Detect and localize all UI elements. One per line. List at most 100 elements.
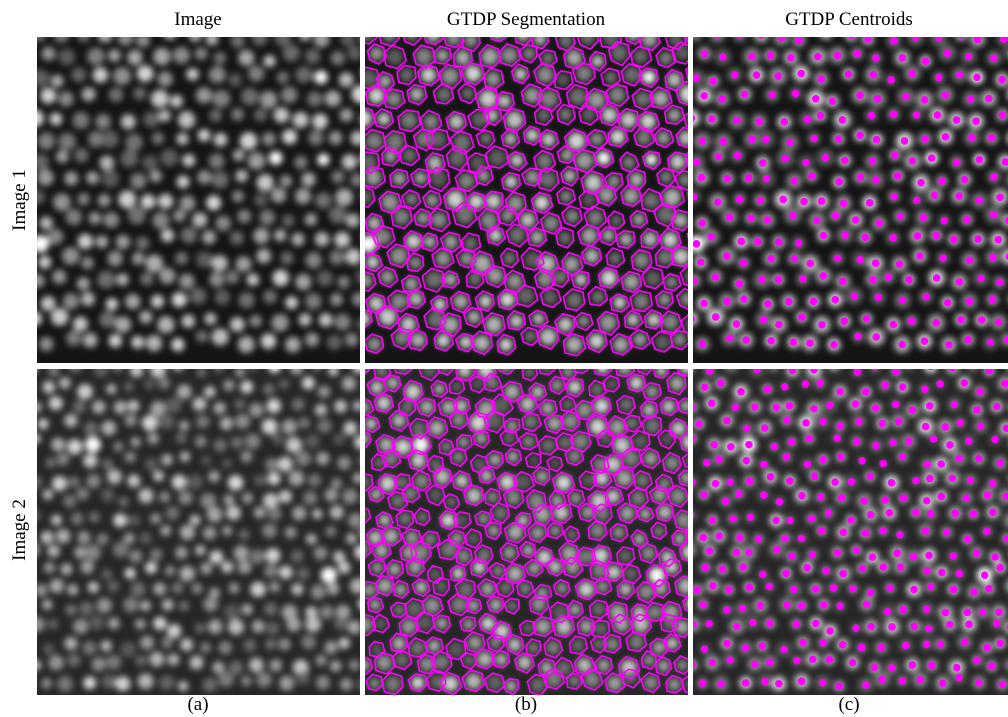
cell	[272, 433, 283, 444]
cell	[228, 619, 244, 635]
centroid	[753, 71, 761, 79]
centroid	[723, 417, 731, 425]
centroid	[783, 416, 791, 424]
cell	[405, 277, 418, 290]
cell	[299, 313, 312, 326]
centroid	[688, 403, 696, 411]
centroid	[957, 316, 965, 324]
cell	[54, 27, 69, 42]
centroid	[817, 75, 825, 83]
caption: (a)	[187, 694, 208, 715]
centroid	[939, 254, 947, 262]
cell	[93, 67, 109, 83]
centroid	[933, 274, 941, 282]
centroid	[852, 624, 860, 632]
cell	[600, 270, 616, 286]
cell	[517, 29, 530, 42]
cell	[321, 567, 337, 583]
centroid	[841, 231, 849, 239]
cell	[232, 190, 244, 202]
cell	[97, 271, 115, 289]
cell	[73, 619, 88, 634]
centroid	[970, 510, 978, 518]
centroid	[945, 341, 953, 349]
cell	[463, 655, 474, 666]
centroid	[891, 151, 899, 159]
cell	[179, 566, 194, 581]
cell	[620, 398, 633, 411]
centroid	[872, 404, 880, 412]
centroid	[961, 638, 969, 646]
cell	[130, 582, 145, 597]
cell	[710, 27, 725, 42]
cell	[618, 361, 632, 375]
cell	[222, 459, 232, 469]
centroid	[822, 29, 830, 37]
centroid	[760, 491, 768, 499]
cell	[180, 452, 190, 462]
cell	[411, 333, 426, 348]
cell	[267, 399, 282, 414]
centroid	[853, 50, 861, 58]
cell	[463, 619, 474, 630]
centroid	[837, 453, 845, 461]
centroid	[732, 403, 740, 411]
centroid	[836, 422, 844, 430]
centroid	[785, 298, 793, 306]
cell	[41, 531, 54, 544]
cell	[441, 514, 455, 528]
centroid	[706, 547, 714, 555]
centroid	[938, 177, 946, 185]
cell	[333, 434, 345, 446]
centroid	[783, 601, 791, 609]
cell	[540, 661, 552, 673]
cell	[528, 642, 539, 653]
centroid	[926, 475, 934, 483]
centroid	[831, 296, 839, 304]
cell	[507, 566, 522, 581]
centroid	[799, 639, 807, 647]
cell	[101, 421, 116, 436]
cell	[329, 131, 343, 145]
centroid	[768, 91, 776, 99]
centroid	[949, 552, 957, 560]
centroid	[726, 334, 734, 342]
centroid	[830, 584, 838, 592]
centroid	[877, 644, 885, 652]
cell	[481, 48, 499, 66]
cell	[425, 598, 440, 613]
cell	[610, 215, 622, 227]
centroid	[908, 70, 916, 78]
cell	[453, 294, 468, 309]
cell	[506, 111, 523, 128]
centroid	[690, 193, 698, 201]
cell	[508, 638, 521, 651]
centroid	[905, 276, 913, 284]
cell	[99, 156, 114, 171]
centroid	[708, 233, 716, 241]
cell	[567, 292, 583, 308]
centroid	[804, 116, 812, 124]
centroid	[862, 681, 870, 689]
cell	[190, 288, 207, 305]
cell	[518, 656, 532, 670]
cell	[542, 52, 554, 64]
centroid	[774, 72, 782, 80]
cell	[455, 50, 470, 65]
cell	[114, 401, 127, 414]
cell	[262, 132, 276, 146]
cell	[643, 232, 658, 247]
cell	[537, 109, 550, 122]
centroid	[715, 153, 723, 161]
centroid	[962, 494, 970, 502]
centroid	[708, 399, 716, 407]
cell	[195, 47, 208, 60]
cell	[242, 492, 254, 504]
cell	[125, 568, 136, 579]
centroid	[867, 589, 875, 597]
cell	[243, 639, 256, 652]
cell	[100, 640, 111, 651]
cell	[228, 475, 243, 490]
cell	[238, 50, 254, 66]
centroid	[935, 34, 943, 42]
